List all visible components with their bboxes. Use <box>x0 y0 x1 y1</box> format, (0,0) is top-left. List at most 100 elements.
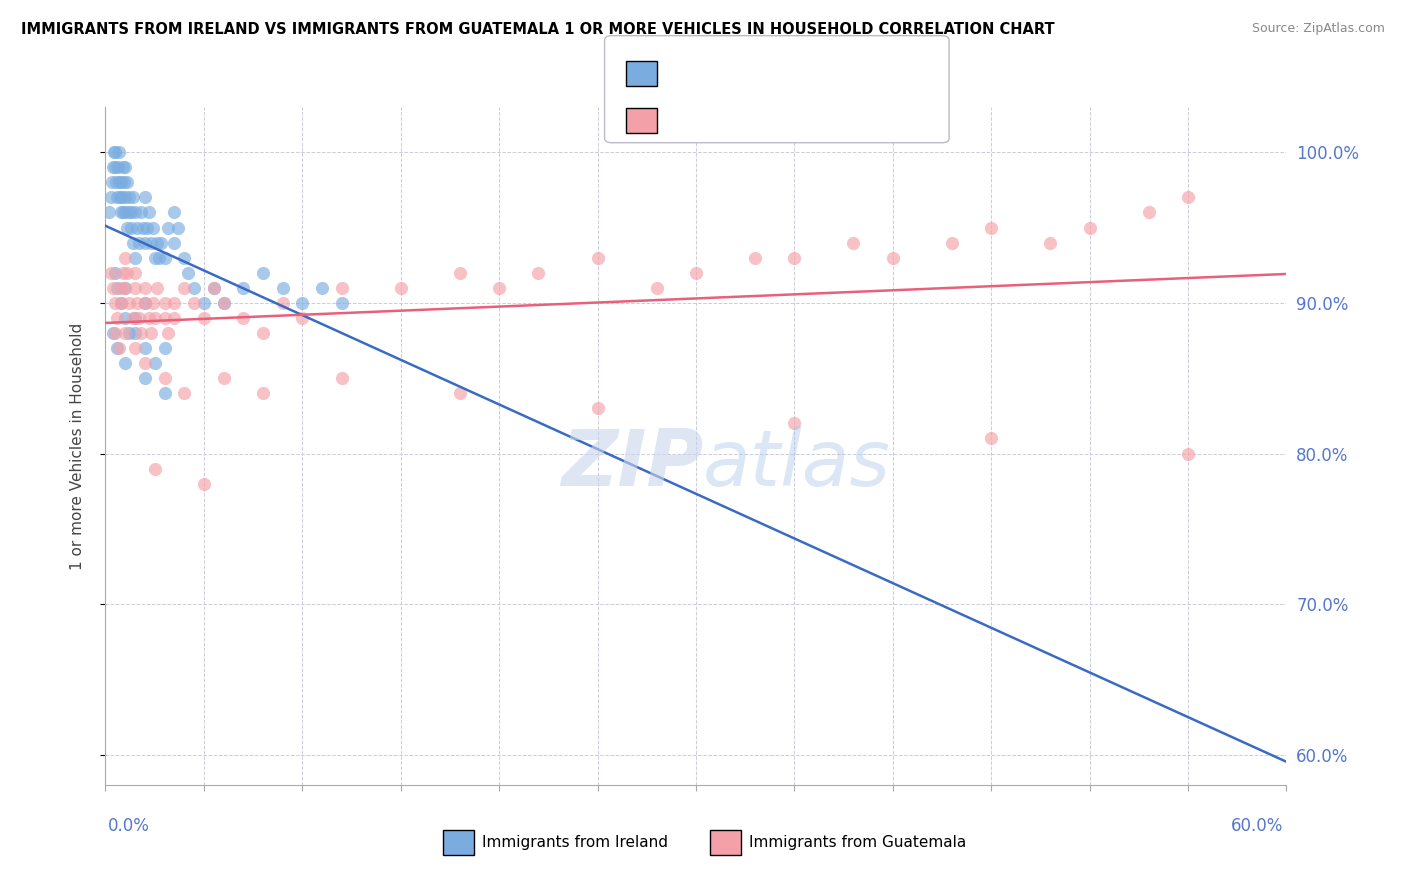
Point <box>132 220 155 235</box>
Point <box>163 235 186 250</box>
Point <box>118 326 141 340</box>
Point <box>110 296 132 310</box>
Point <box>145 281 167 295</box>
Point <box>115 175 138 189</box>
Text: atlas: atlas <box>703 425 891 502</box>
Point <box>103 145 125 160</box>
Text: N =: N = <box>770 64 810 82</box>
Point <box>122 310 145 325</box>
Point <box>105 175 128 189</box>
Point <box>139 235 162 250</box>
Point <box>103 161 125 175</box>
Point <box>193 476 215 491</box>
Point <box>111 190 134 204</box>
Point <box>105 310 128 325</box>
Point <box>163 310 186 325</box>
Point <box>252 386 274 401</box>
Point <box>271 296 294 310</box>
Point <box>114 326 136 340</box>
Point <box>105 341 128 355</box>
Point <box>118 205 141 219</box>
Point <box>142 296 165 310</box>
Point <box>783 251 806 265</box>
Point <box>104 296 127 310</box>
Point <box>134 356 156 370</box>
Point <box>232 281 254 295</box>
Point <box>143 461 166 475</box>
Point <box>139 326 162 340</box>
Point <box>115 266 138 280</box>
Point <box>120 205 142 219</box>
Point <box>980 220 1002 235</box>
Point <box>105 190 128 204</box>
Point <box>98 205 121 219</box>
Point <box>148 251 170 265</box>
Point <box>112 205 135 219</box>
Point <box>1078 220 1101 235</box>
Text: 0.0%: 0.0% <box>108 817 150 835</box>
Point <box>173 281 195 295</box>
Point <box>149 235 172 250</box>
Point <box>685 266 707 280</box>
Point <box>980 432 1002 446</box>
Point <box>488 281 510 295</box>
Point <box>291 310 314 325</box>
Point <box>527 266 550 280</box>
Point <box>252 326 274 340</box>
Text: Source: ZipAtlas.com: Source: ZipAtlas.com <box>1251 22 1385 36</box>
Point <box>142 220 165 235</box>
Point <box>1177 190 1199 204</box>
Point <box>143 251 166 265</box>
Point <box>212 371 235 385</box>
Point <box>177 266 200 280</box>
Point <box>163 296 186 310</box>
Point <box>183 296 205 310</box>
Point <box>882 251 904 265</box>
Point <box>271 281 294 295</box>
Point <box>330 281 353 295</box>
Point <box>110 281 132 295</box>
Point <box>449 266 471 280</box>
Text: 0.286: 0.286 <box>707 64 765 82</box>
Point <box>449 386 471 401</box>
Point <box>110 175 132 189</box>
Point <box>110 190 132 204</box>
Point <box>143 356 166 370</box>
Text: R =: R = <box>668 112 707 129</box>
Point <box>114 251 136 265</box>
Point <box>134 371 156 385</box>
Point <box>173 251 195 265</box>
Text: Immigrants from Guatemala: Immigrants from Guatemala <box>749 835 967 849</box>
Text: 60.0%: 60.0% <box>1232 817 1284 835</box>
Point <box>100 266 122 280</box>
Point <box>104 161 127 175</box>
Point <box>125 296 148 310</box>
Point <box>586 251 609 265</box>
Text: R =: R = <box>668 64 707 82</box>
Point <box>114 190 136 204</box>
Point <box>100 190 122 204</box>
Point <box>212 296 235 310</box>
Point <box>232 310 254 325</box>
Point <box>389 281 412 295</box>
Point <box>135 220 157 235</box>
Point <box>114 356 136 370</box>
Point <box>134 296 156 310</box>
Point <box>202 281 225 295</box>
Point <box>112 266 135 280</box>
Point <box>124 205 146 219</box>
Y-axis label: 1 or more Vehicles in Household: 1 or more Vehicles in Household <box>70 322 84 570</box>
Text: N =: N = <box>770 112 810 129</box>
Point <box>138 310 160 325</box>
Text: Immigrants from Ireland: Immigrants from Ireland <box>482 835 668 849</box>
Point <box>120 220 142 235</box>
Point <box>143 310 166 325</box>
Point <box>783 417 806 431</box>
Text: 73: 73 <box>807 112 832 129</box>
Point <box>114 205 136 219</box>
Point <box>110 205 132 219</box>
Point <box>104 266 127 280</box>
Point <box>291 296 314 310</box>
Point <box>163 205 186 219</box>
Point <box>157 326 180 340</box>
